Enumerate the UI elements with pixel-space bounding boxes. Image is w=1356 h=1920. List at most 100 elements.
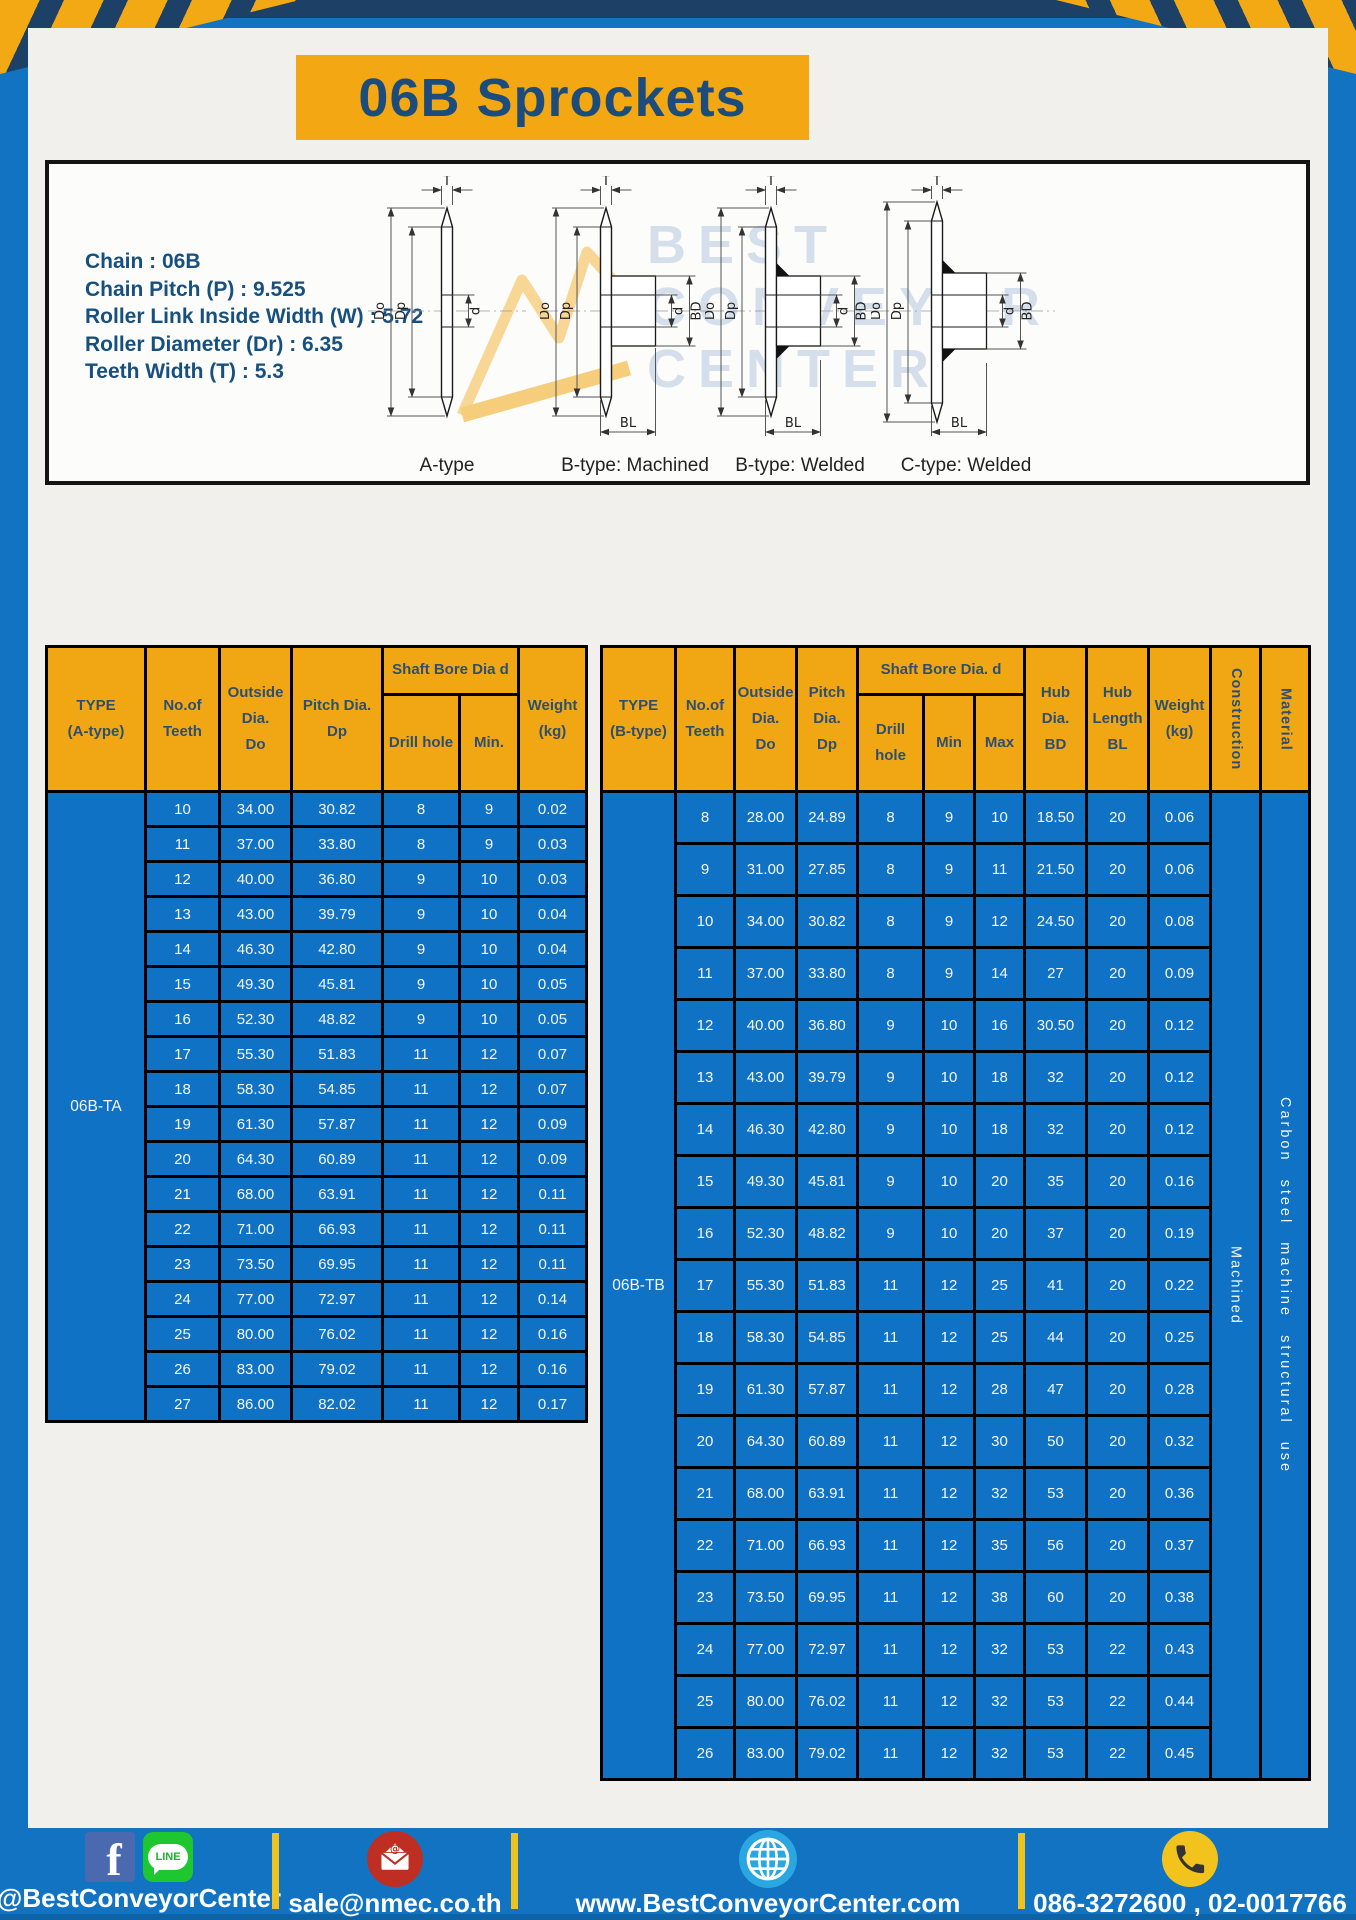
table-b-cell: 20	[674, 1414, 736, 1469]
table-b-cell: 46.30	[733, 1102, 798, 1157]
table-row: 17 55.30 51.83 11 12 0.07	[47, 1035, 588, 1073]
sprocket-drawing: Do Dp Td BD BL	[538, 174, 724, 436]
table-a-cell: 16	[144, 1000, 221, 1038]
table-b-cell: 20	[1085, 894, 1151, 949]
phone-icon	[1162, 1831, 1218, 1887]
table-a-cell: 0.05	[517, 1000, 588, 1038]
table-b-cell: 71.00	[733, 1518, 798, 1573]
table-row: 24 77.00 72.97 11 12 32 53 22 0.43	[602, 1622, 1310, 1677]
col-header-type: TYPE (B-type)	[600, 645, 677, 793]
col-header-drill-hole: Drill hole	[856, 693, 925, 793]
table-a-body: 06B-TA 10 34.00 30.82 8 9 0.02 11 37.00 33.80 8 9 0.…	[45, 790, 588, 1423]
table-b-cell: 0.16	[1147, 1154, 1213, 1209]
table-b-cell: 13	[674, 1050, 736, 1105]
table-row: 18 58.30 54.85 11 12 0.07	[47, 1070, 588, 1108]
table-a-cell: 0.07	[517, 1070, 588, 1108]
table-a-cell: 0.09	[517, 1105, 588, 1143]
table-row: 16 52.30 48.82 9 10 20 37 20 0.19	[602, 1206, 1310, 1261]
diagram-type-label: C-type: Welded	[900, 455, 1032, 476]
table-b-cell: 8	[674, 790, 736, 845]
table-a-cell: 9	[458, 790, 520, 828]
dim-label-bl: BL	[785, 416, 802, 431]
table-b-cell: 83.00	[733, 1726, 798, 1781]
title-banner: 06B Sprockets	[296, 55, 809, 140]
table-a-cell: 11	[144, 825, 221, 863]
table-b-cell: 18	[972, 1102, 1027, 1157]
table-a-cell: 12	[458, 1350, 520, 1388]
table-a-cell: 86.00	[218, 1385, 293, 1423]
table-b-cell: 32	[1023, 1102, 1089, 1157]
table-b-type-cell: 06B-TB	[600, 790, 677, 1781]
table-b-cell: 20	[1085, 1414, 1151, 1469]
table-a-cell: 71.00	[218, 1210, 293, 1248]
table-b-cell: 0.09	[1147, 946, 1213, 1001]
table-row: 27 86.00 82.02 11 12 0.17	[47, 1385, 588, 1423]
table-b-cell: 20	[1085, 1258, 1151, 1313]
table-b-cell: 28	[972, 1362, 1027, 1417]
table-a-cell: 0.16	[517, 1350, 588, 1388]
table-b-cell: 0.43	[1147, 1622, 1213, 1677]
table-b-cell: 12	[922, 1570, 976, 1625]
table-b-cell: 27	[1023, 946, 1089, 1001]
col-header-outside-dia: Outside Dia. Do	[733, 645, 798, 793]
table-row: 19 61.30 57.87 11 12 28 47 20 0.28	[602, 1362, 1310, 1417]
table-row: 16 52.30 48.82 9 10 0.05	[47, 1000, 588, 1038]
table-row: 13 43.00 39.79 9 10 0.04	[47, 895, 588, 933]
table-a-cell: 11	[381, 1210, 461, 1248]
table-a-cell: 0.02	[517, 790, 588, 828]
table-a-cell: 0.05	[517, 965, 588, 1003]
table-b-cell: 32	[972, 1674, 1027, 1729]
table-row: 14 46.30 42.80 9 10 0.04	[47, 930, 588, 968]
table-row: 14 46.30 42.80 9 10 18 32 20 0.12	[602, 1102, 1310, 1157]
svg-text:@: @	[390, 1843, 400, 1855]
facebook-icon: f	[85, 1831, 135, 1882]
footer-website: www.BestConveyorCenter.com	[518, 1828, 1018, 1918]
table-b-cell: 24.50	[1023, 894, 1089, 949]
table-b-cell: 0.12	[1147, 998, 1213, 1053]
table-b-cell: 0.37	[1147, 1518, 1213, 1573]
table-b-cell: 58.30	[733, 1310, 798, 1365]
table-row: 12 40.00 36.80 9 10 0.03	[47, 860, 588, 898]
table-b-cell: 53	[1023, 1622, 1089, 1677]
table-b-cell: 20	[1085, 946, 1151, 1001]
table-a-cell: 60.89	[290, 1140, 384, 1178]
dim-label-bl: BL	[620, 416, 637, 431]
dim-label-t: T	[442, 176, 451, 189]
table-a-cell: 73.50	[218, 1245, 293, 1283]
table-a-cell: 9	[381, 965, 461, 1003]
table-b-cell: 20	[1085, 1310, 1151, 1365]
table-b-cell: 20	[1085, 1206, 1151, 1261]
table-b-construction-cell: Machined	[1209, 790, 1263, 1781]
table-b-cell: 20	[972, 1206, 1027, 1261]
col-header-weight: Weight (kg)	[517, 645, 588, 793]
table-b-cell: 33.80	[795, 946, 859, 1001]
table-b-cell: 25	[674, 1674, 736, 1729]
table-a-cell: 11	[381, 1385, 461, 1423]
table-b-cell: 37.00	[733, 946, 798, 1001]
table-b-cell: 14	[674, 1102, 736, 1157]
col-header-material: Material	[1259, 645, 1312, 793]
table-b-cell: 12	[674, 998, 736, 1053]
table-row: 11 37.00 33.80 8 9 0.03	[47, 825, 588, 863]
table-b-cell: 12	[922, 1622, 976, 1677]
table-b-cell: 80.00	[733, 1674, 798, 1729]
facebook-glyph: f	[106, 1833, 122, 1882]
table-a-cell: 51.83	[290, 1035, 384, 1073]
table-b-cell: 8	[856, 842, 925, 897]
table-b-cell: 20	[1085, 1570, 1151, 1625]
table-row: 25 80.00 76.02 11 12 32 53 22 0.44	[602, 1674, 1310, 1729]
table-b-cell: 18	[674, 1310, 736, 1365]
table-a-cell: 12	[458, 1245, 520, 1283]
table-b-cell: 73.50	[733, 1570, 798, 1625]
table-b-cell: 68.00	[733, 1466, 798, 1521]
table-a-cell: 25	[144, 1315, 221, 1353]
table-b-cell: 10	[922, 1050, 976, 1105]
table-b-cell: 11	[856, 1674, 925, 1729]
table-b-cell: 10	[972, 790, 1027, 845]
table-b-cell: 0.12	[1147, 1102, 1213, 1157]
dim-label-t: T	[766, 176, 775, 189]
table-a-cell: 11	[381, 1035, 461, 1073]
table-a-cell: 0.14	[517, 1280, 588, 1318]
table-b-cell: 21.50	[1023, 842, 1089, 897]
